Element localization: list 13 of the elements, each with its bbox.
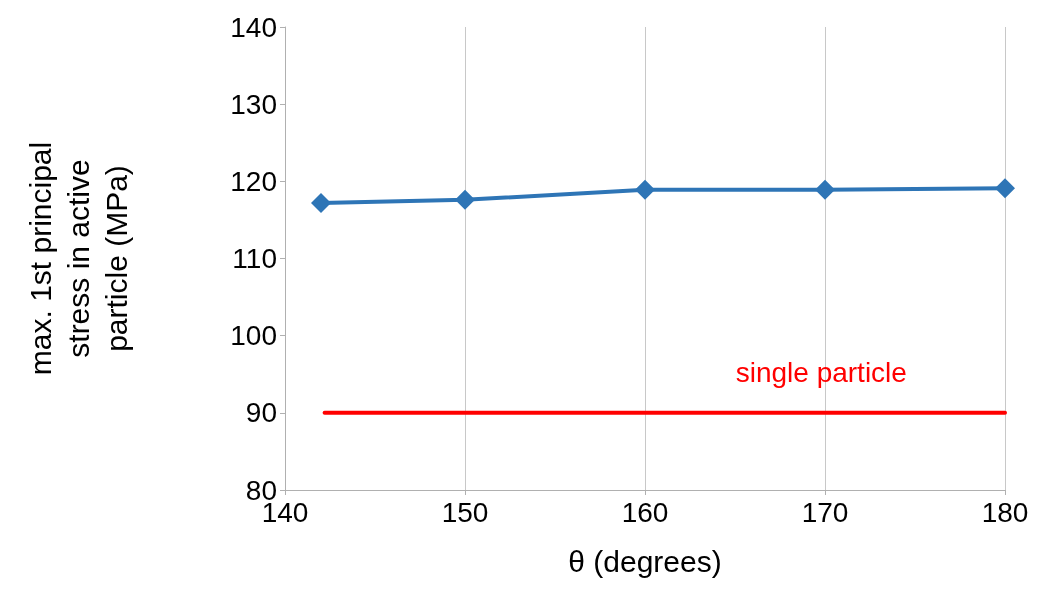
y-tick-label: 140 (230, 11, 277, 43)
y-axis-title: max. 1st principal stress in active particle (MPa) (23, 141, 133, 376)
y-tick-label: 110 (232, 243, 277, 274)
x-tick-label: 150 (441, 496, 489, 528)
x-tick-label: 160 (621, 496, 669, 528)
x-tick-label: 170 (801, 496, 849, 528)
x-tick-label: 180 (981, 496, 1029, 528)
y-tick-label: 130 (230, 88, 277, 120)
series-label: single particle (735, 357, 907, 389)
x-axis-title: θ (degrees) (568, 544, 722, 578)
y-tick-label: 100 (230, 320, 277, 352)
y-tick-label: 120 (230, 165, 277, 197)
y-tick-label: 90 (245, 397, 277, 429)
